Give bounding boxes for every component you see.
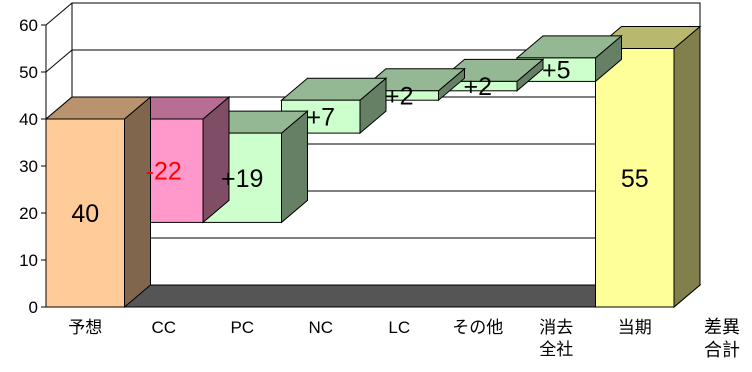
y-tick-label: 0 [29,298,38,317]
category-label: その他 [452,318,503,337]
category-label: NC [308,318,333,337]
y-tick-label: 30 [19,157,38,176]
side-note-label: 差異 [704,317,740,337]
y-tick-label: 40 [19,110,38,129]
bar-value-label: -22 [146,158,182,186]
y-tick-label: 10 [19,251,38,270]
bar-value-label: +2 [385,83,414,111]
y-tick-label: 20 [19,204,38,223]
bar-value-label: +5 [542,57,571,85]
bar-value-label: 55 [621,165,649,193]
y-tick-label: 50 [19,63,38,82]
side-note-label: 合計 [704,340,740,360]
category-label: CC [151,318,176,337]
y-tick-label: 60 [19,16,38,35]
bar-value-label: 40 [71,200,99,228]
bar-side [673,25,701,309]
bar-front [45,118,125,308]
bars-group [44,25,702,309]
category-label: LC [388,318,410,337]
bar-value-label: +7 [306,104,335,132]
bar-side [124,95,151,309]
category-label: 全社 [539,340,573,359]
bar-0 [44,95,152,309]
category-label: 予想 [68,318,102,337]
gridline-side [45,2,73,26]
bar-front [595,48,675,308]
value-labels: 40 -22 +19 +7 +2 +2 +5 55 [71,57,648,228]
category-label: PC [230,318,254,337]
gridline-side [45,49,73,73]
category-label: 当期 [618,318,652,337]
category-label: 消去 [539,318,573,337]
bar-value-label: +19 [221,165,263,193]
bar-value-label: +2 [463,73,492,101]
bar-7 [594,25,702,309]
